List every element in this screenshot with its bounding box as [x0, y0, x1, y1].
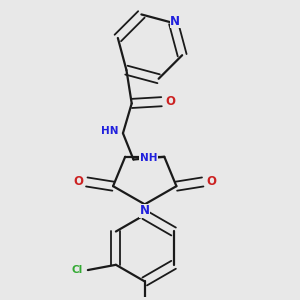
Text: N: N	[140, 204, 150, 217]
Text: O: O	[165, 95, 175, 108]
Text: O: O	[73, 176, 83, 188]
Text: Cl: Cl	[72, 265, 83, 275]
Text: N: N	[170, 15, 180, 28]
Text: NH: NH	[140, 153, 157, 163]
Text: HN: HN	[101, 126, 119, 136]
Text: O: O	[206, 176, 217, 188]
